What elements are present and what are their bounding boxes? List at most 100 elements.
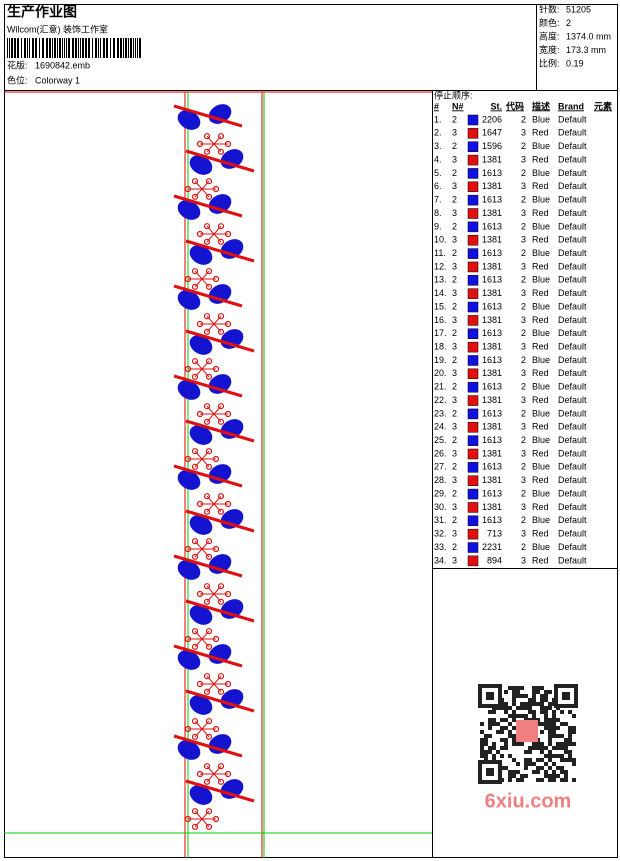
branch — [213, 413, 222, 423]
color-swatch — [467, 368, 479, 380]
qr-cell — [548, 778, 552, 782]
description: Red — [532, 235, 549, 245]
row-number: 11. — [434, 248, 446, 258]
berry — [196, 140, 204, 148]
brand: Default — [558, 529, 587, 539]
qr-cell — [532, 702, 536, 706]
code: 3 — [521, 208, 526, 218]
row-number: 8. — [434, 208, 442, 218]
qr-cell — [512, 726, 516, 730]
berry — [191, 628, 199, 635]
description: Red — [532, 502, 549, 512]
branch — [206, 135, 215, 145]
row-number: 28. — [434, 475, 447, 485]
qr-finder — [486, 768, 494, 776]
row-number: 25. — [434, 435, 447, 445]
description: Blue — [532, 114, 550, 124]
bar-stripe — [46, 38, 48, 58]
qr-finder — [562, 692, 570, 700]
stitches: 713 — [487, 529, 502, 539]
qr-cell — [512, 710, 516, 714]
berry — [205, 373, 213, 380]
code: 3 — [521, 475, 526, 485]
description: Red — [532, 395, 549, 405]
brand: Default — [558, 301, 587, 311]
bar-stripe — [88, 38, 90, 58]
info-value: 1374.0 mm — [566, 31, 611, 41]
code: 3 — [521, 448, 526, 458]
branch — [206, 593, 215, 603]
brand: Default — [558, 248, 587, 258]
qr-cell — [512, 690, 516, 694]
code: 2 — [521, 114, 526, 124]
qr-cell — [560, 778, 564, 782]
column-header: Brand — [558, 101, 584, 111]
qr-cell — [524, 766, 528, 770]
qr-cell — [540, 698, 544, 702]
row-number: 22. — [434, 395, 447, 405]
berry — [196, 500, 204, 508]
bar-stripe — [17, 38, 19, 58]
leaf — [177, 110, 201, 130]
code: 3 — [521, 181, 526, 191]
bar-stripe — [139, 38, 141, 58]
branch — [213, 593, 222, 603]
qr-cell — [536, 746, 540, 750]
bar-stripe — [21, 38, 22, 58]
qr-cell — [548, 734, 552, 738]
qr-cell — [500, 754, 504, 758]
stitches: 1381 — [482, 181, 502, 191]
info-value: 51205 — [566, 4, 591, 14]
bar-stripe — [128, 38, 129, 58]
qr-cell — [568, 742, 572, 746]
qr-cell — [548, 718, 552, 722]
info-value: 2 — [566, 18, 571, 28]
needle: 2 — [452, 301, 457, 311]
bar-stripe — [130, 38, 132, 58]
qr-cell — [572, 758, 576, 762]
qr-cell — [524, 714, 528, 718]
berry — [203, 673, 211, 680]
berry — [184, 455, 192, 463]
row-number: 5. — [434, 168, 442, 178]
qr-cell — [516, 690, 520, 694]
row-number: 34. — [434, 555, 447, 565]
bar-stripe — [110, 38, 111, 58]
bar-stripe — [120, 38, 122, 58]
qr-cell — [524, 774, 528, 778]
needle: 3 — [452, 154, 457, 164]
bar-stripe — [75, 38, 77, 58]
branch — [194, 180, 203, 190]
bar-stripe — [133, 38, 134, 58]
berry — [205, 823, 213, 830]
bar-stripe — [85, 38, 87, 58]
code: 3 — [521, 261, 526, 271]
branch — [213, 675, 222, 685]
qr-cell — [560, 746, 564, 750]
needle: 3 — [452, 181, 457, 191]
stitches: 1613 — [482, 515, 502, 525]
berry — [191, 718, 199, 725]
qr-cell — [552, 718, 556, 722]
color-swatch — [467, 355, 479, 366]
branch — [206, 675, 215, 685]
berry — [212, 545, 220, 553]
colorway: Colorway 1 — [35, 75, 80, 85]
qr-cell — [504, 766, 508, 770]
bar-stripe — [113, 38, 115, 58]
column-header: St. — [490, 101, 502, 111]
row-number: 9. — [434, 221, 442, 231]
company: Wilcom(汇意) 装饰工作室 — [7, 23, 108, 34]
brand: Default — [558, 502, 587, 512]
needle: 3 — [452, 288, 457, 298]
qr-cell — [568, 710, 572, 714]
description: Red — [532, 154, 549, 164]
branch — [201, 810, 210, 820]
qr-cell — [512, 738, 516, 742]
qr-cell — [516, 706, 520, 710]
qr-cell — [520, 706, 524, 710]
berry — [217, 238, 225, 245]
info-value: 0.19 — [566, 58, 584, 68]
code: 2 — [521, 355, 526, 365]
qr-cell — [560, 766, 564, 770]
